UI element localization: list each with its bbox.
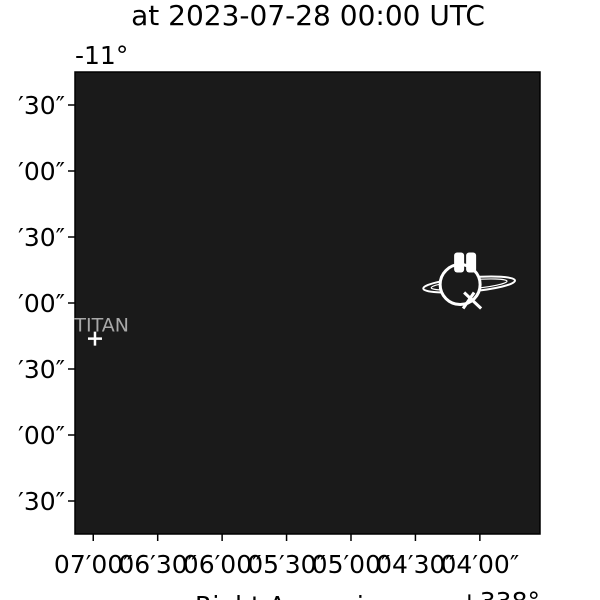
y-tick-label: ′30″ <box>18 223 65 252</box>
x-tick-label: 05′00″ <box>312 550 391 579</box>
chart-title: at 2023-07-28 00:00 UTC <box>131 0 485 32</box>
y-tick-label: ′30″ <box>18 355 65 384</box>
x-tick-label: 07′00″ <box>54 550 133 579</box>
y-tick-label: ′30″ <box>18 487 65 516</box>
titan-label: TITAN <box>73 315 129 337</box>
x-axis-label: Right Ascension <box>195 591 395 600</box>
x-tick-label: 06′30″ <box>118 550 197 579</box>
x-tick-label: 06′00″ <box>183 550 262 579</box>
x-tick-label: 05′30″ <box>247 550 326 579</box>
dec-offset-label: -11° <box>75 41 128 70</box>
plot-marks: TITAN <box>73 252 516 346</box>
y-tick-label: ′30″ <box>18 91 65 120</box>
y-axis: ′30″ ′00″ ′30″ ′00″ ′30″ ′00″ ′30″ <box>18 91 75 516</box>
y-tick-label: ′00″ <box>18 289 65 318</box>
x-tick-label: 04′00″ <box>441 550 520 579</box>
x-axis: 07′00″06′30″06′00″05′30″05′00″04′30″04′0… <box>54 534 519 579</box>
x-tick-label: 04′30″ <box>376 550 455 579</box>
saturn-symbol-icon <box>422 252 516 310</box>
x-axis-offset-label: +338° <box>459 587 540 600</box>
titan-marker <box>87 331 102 346</box>
y-tick-label: ′00″ <box>18 421 65 450</box>
y-tick-label: ′00″ <box>18 157 65 186</box>
